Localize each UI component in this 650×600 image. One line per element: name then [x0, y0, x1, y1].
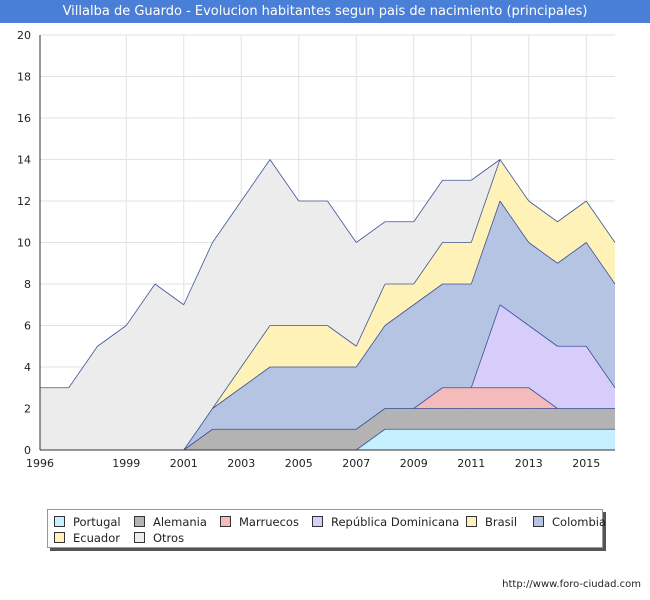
x-tick-label: 2015 [572, 457, 600, 470]
series-outlines [40, 159, 616, 451]
legend-label: Alemania [153, 515, 207, 529]
legend-label: Otros [153, 531, 185, 545]
area-portugal [40, 429, 615, 450]
x-tick-labels: 1996 1999 2001 2003 2005 2007 2009 2011 2013 2015 [26, 457, 600, 470]
area-republica-dominicana [40, 304, 615, 450]
outline-colombia [355, 325, 386, 368]
outline-alemania [356, 408, 386, 430]
x-tick-label: 2011 [457, 457, 485, 470]
outline-republica-dominicana [499, 304, 529, 326]
legend-label: República Dominicana [331, 515, 460, 529]
legend-swatch [54, 532, 65, 543]
outline-colombia [413, 283, 443, 306]
y-tick-label: 16 [17, 112, 31, 125]
outline-colombia [557, 242, 587, 264]
axes [39, 35, 615, 451]
legend-label: Marruecos [239, 515, 299, 529]
legend-swatch [533, 516, 544, 527]
outline-otros [356, 221, 386, 243]
outline-republica-dominicana [470, 304, 501, 388]
outline-colombia [212, 387, 242, 409]
y-tick-label: 6 [24, 320, 31, 333]
outline-otros [212, 200, 242, 243]
outline-republica-dominicana [585, 346, 616, 388]
legend-item-ecuador: Ecuador [54, 531, 120, 545]
outline-otros [68, 346, 98, 388]
outline-otros [413, 180, 443, 222]
outline-ecuador [327, 325, 357, 347]
outline-otros [240, 159, 271, 202]
outline-colombia [585, 242, 616, 285]
y-tick-label: 10 [17, 237, 31, 250]
y-tick-label: 8 [24, 278, 31, 291]
outline-colombia [384, 304, 414, 326]
legend-label: Brasil [485, 515, 518, 529]
legend-item-marruecos: Marruecos [220, 515, 299, 529]
outline-ecuador [499, 159, 530, 202]
outline-ecuador [240, 325, 271, 368]
outline-republica-dominicana [528, 325, 558, 347]
x-tick-label: 1999 [112, 457, 140, 470]
y-tick-label: 0 [24, 444, 31, 457]
outline-otros [97, 325, 127, 347]
legend-label: Colombia [552, 515, 607, 529]
outline-otros [154, 283, 184, 306]
legend-item-republica-dominicana: República Dominicana [312, 515, 459, 529]
legend-label: Portugal [73, 515, 121, 529]
x-tick-label: 2009 [400, 457, 428, 470]
legend-item-alemania: Alemania [134, 515, 207, 529]
legend-swatch [220, 516, 231, 527]
legend: Portugal Alemania Marruecos República Domin… [47, 509, 606, 548]
outline-otros [327, 200, 357, 243]
x-tick-label: 2005 [285, 457, 313, 470]
outline-marruecos [528, 387, 558, 409]
outline-otros [125, 283, 156, 326]
outline-colombia [470, 200, 501, 285]
outline-ecuador [355, 283, 386, 347]
y-tick-label: 14 [17, 154, 31, 167]
outline-ecuador [413, 242, 443, 285]
outline-marruecos [413, 387, 443, 409]
area-marruecos [40, 387, 615, 450]
legend-swatch [312, 516, 323, 527]
x-tick-label: 2003 [227, 457, 255, 470]
outline-ecuador [557, 200, 587, 223]
outline-ecuador [470, 159, 501, 243]
legend-swatch [466, 516, 477, 527]
x-tick-label: 1996 [26, 457, 54, 470]
legend-item-otros: Otros [134, 531, 184, 545]
chart-title: Villalba de Guardo - Evolucion habitante… [0, 0, 650, 23]
outline-colombia [241, 366, 271, 389]
area-otros [40, 159, 615, 450]
x-tick-label: 2013 [515, 457, 543, 470]
source-url[interactable]: http://www.foro-ciudad.com [502, 579, 641, 590]
legend-swatch [134, 532, 145, 543]
y-tick-labels: 0 2 4 6 8 10 12 14 16 18 20 [17, 29, 31, 457]
legend-item-brasil: Brasil [466, 515, 517, 529]
x-tick-label: 2001 [170, 457, 198, 470]
x-tick-label: 2007 [342, 457, 370, 470]
y-tick-label: 12 [17, 195, 31, 208]
outline-otros [183, 242, 213, 305]
outline-ecuador [585, 200, 616, 243]
outline-alemania [183, 428, 213, 451]
legend-item-colombia: Colombia [533, 515, 606, 529]
outline-portugal [356, 428, 386, 451]
y-tick-label: 18 [17, 71, 31, 84]
outline-colombia [528, 242, 558, 264]
y-tick-label: 20 [17, 29, 31, 42]
outline-colombia [183, 408, 213, 451]
legend-label: Ecuador [73, 531, 120, 545]
outline-ecuador [528, 200, 558, 223]
outline-otros [471, 159, 501, 181]
y-tick-label: 4 [24, 361, 31, 374]
outline-colombia [499, 200, 530, 243]
legend-item-portugal: Portugal [54, 515, 121, 529]
outline-otros [269, 159, 300, 202]
y-tick-label: 2 [24, 403, 31, 416]
stacked-area-chart: 0 2 4 6 8 10 12 14 16 18 20 1996 1999 2001 2003 2005 20… [17, 29, 616, 470]
legend-swatch [54, 516, 65, 527]
legend-swatch [134, 516, 145, 527]
outline-ecuador [212, 366, 242, 409]
